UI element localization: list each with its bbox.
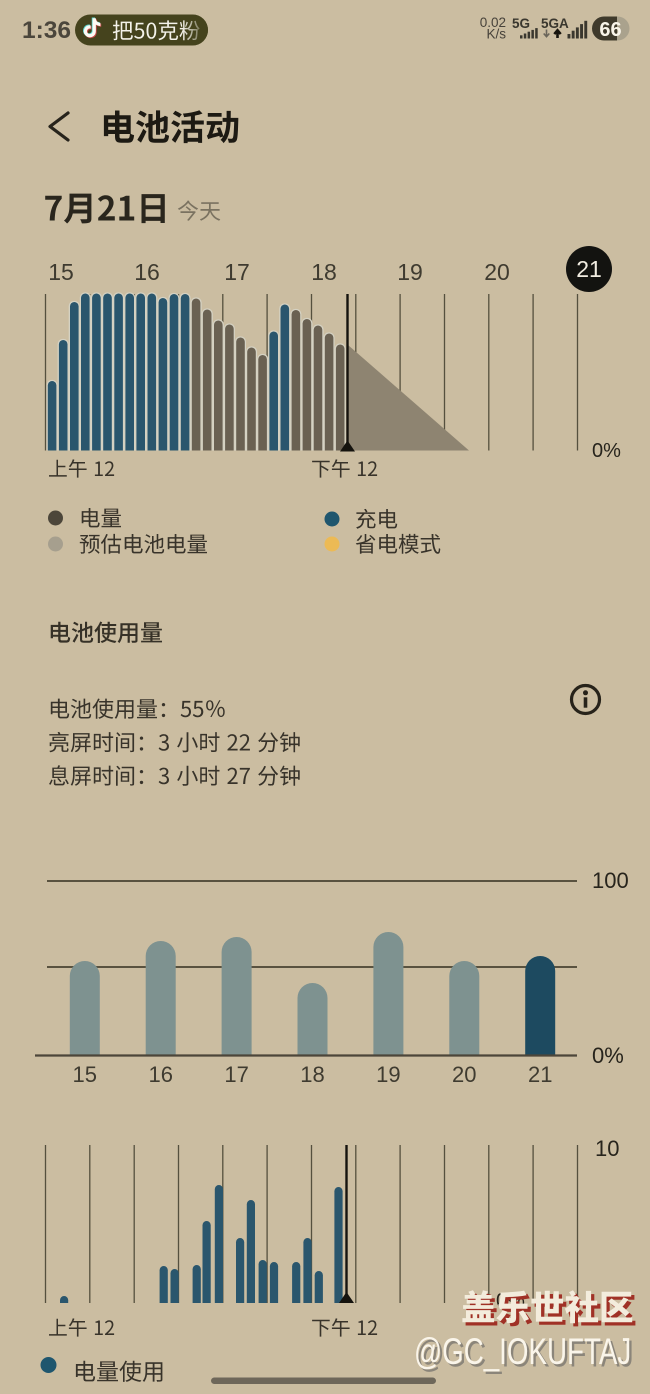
- svg-text:16: 16: [148, 1062, 172, 1087]
- svg-text:0%: 0%: [592, 1043, 624, 1068]
- svg-text:21: 21: [528, 1062, 552, 1087]
- svg-text:18: 18: [300, 1062, 324, 1087]
- svg-text:K/s: K/s: [486, 27, 506, 42]
- svg-text:18: 18: [311, 259, 337, 285]
- svg-text:15: 15: [48, 259, 74, 285]
- svg-text:20: 20: [484, 259, 510, 285]
- svg-text:5GA: 5GA: [541, 16, 569, 31]
- svg-text:19: 19: [376, 1062, 400, 1087]
- svg-text:17: 17: [224, 259, 250, 285]
- svg-text:@GC_IOKUFTAJ: @GC_IOKUFTAJ: [416, 1332, 633, 1374]
- svg-text:17: 17: [224, 1062, 248, 1087]
- svg-text:15: 15: [73, 1062, 97, 1087]
- svg-text:16: 16: [134, 259, 160, 285]
- svg-text:20: 20: [452, 1062, 476, 1087]
- svg-text:21: 21: [576, 256, 602, 282]
- svg-text:0%: 0%: [592, 440, 621, 462]
- svg-text:19: 19: [397, 259, 423, 285]
- svg-text:@GC_IOKUFTAJ: @GC_IOKUFTAJ: [414, 1330, 631, 1372]
- svg-text:10: 10: [595, 1136, 619, 1161]
- svg-text:100: 100: [592, 868, 629, 893]
- svg-text:5G: 5G: [512, 16, 530, 31]
- svg-text:0.02: 0.02: [480, 15, 506, 30]
- svg-text:1:36: 1:36: [22, 17, 71, 44]
- svg-text:66: 66: [599, 19, 621, 41]
